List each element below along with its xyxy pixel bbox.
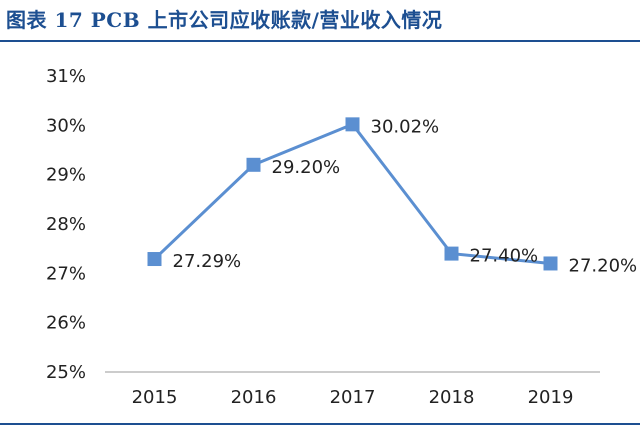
x-tick-label: 2016 [231, 387, 277, 408]
data-label: 27.40% [470, 246, 539, 267]
y-tick-label: 30% [46, 115, 86, 136]
data-point-marker [543, 256, 558, 271]
data-label: 29.20% [272, 157, 341, 178]
y-axis-ticks: 25% 26% 27% 28% 29% 30% 31% [46, 66, 86, 383]
y-tick-label: 29% [46, 165, 86, 186]
data-label: 27.29% [173, 251, 242, 272]
y-tick-label: 27% [46, 263, 86, 284]
series-line [153, 122, 551, 265]
data-point-marker [147, 252, 162, 267]
y-tick-label: 28% [46, 214, 86, 235]
data-point-marker [246, 157, 261, 172]
x-axis-ticks: 2015 2016 2017 2018 2019 [132, 387, 574, 408]
x-tick-label: 2017 [330, 387, 376, 408]
y-tick-label: 26% [46, 313, 86, 334]
data-point-marker [444, 246, 459, 261]
bottom-divider [0, 423, 640, 425]
data-label: 27.20% [569, 255, 638, 276]
y-tick-label: 25% [46, 362, 86, 383]
x-tick-label: 2015 [132, 387, 178, 408]
data-point-marker [345, 117, 360, 132]
x-tick-label: 2019 [528, 387, 574, 408]
y-tick-label: 31% [46, 66, 86, 87]
data-label: 30.02% [371, 116, 440, 137]
data-labels: 27.29% 29.20% 30.02% 27.40% 27.20% [173, 116, 638, 276]
x-tick-label: 2018 [429, 387, 475, 408]
series-markers [147, 117, 558, 271]
title-divider [0, 40, 640, 42]
figure-title: 图表 17 PCB 上市公司应收账款/营业收入情况 [6, 8, 443, 32]
